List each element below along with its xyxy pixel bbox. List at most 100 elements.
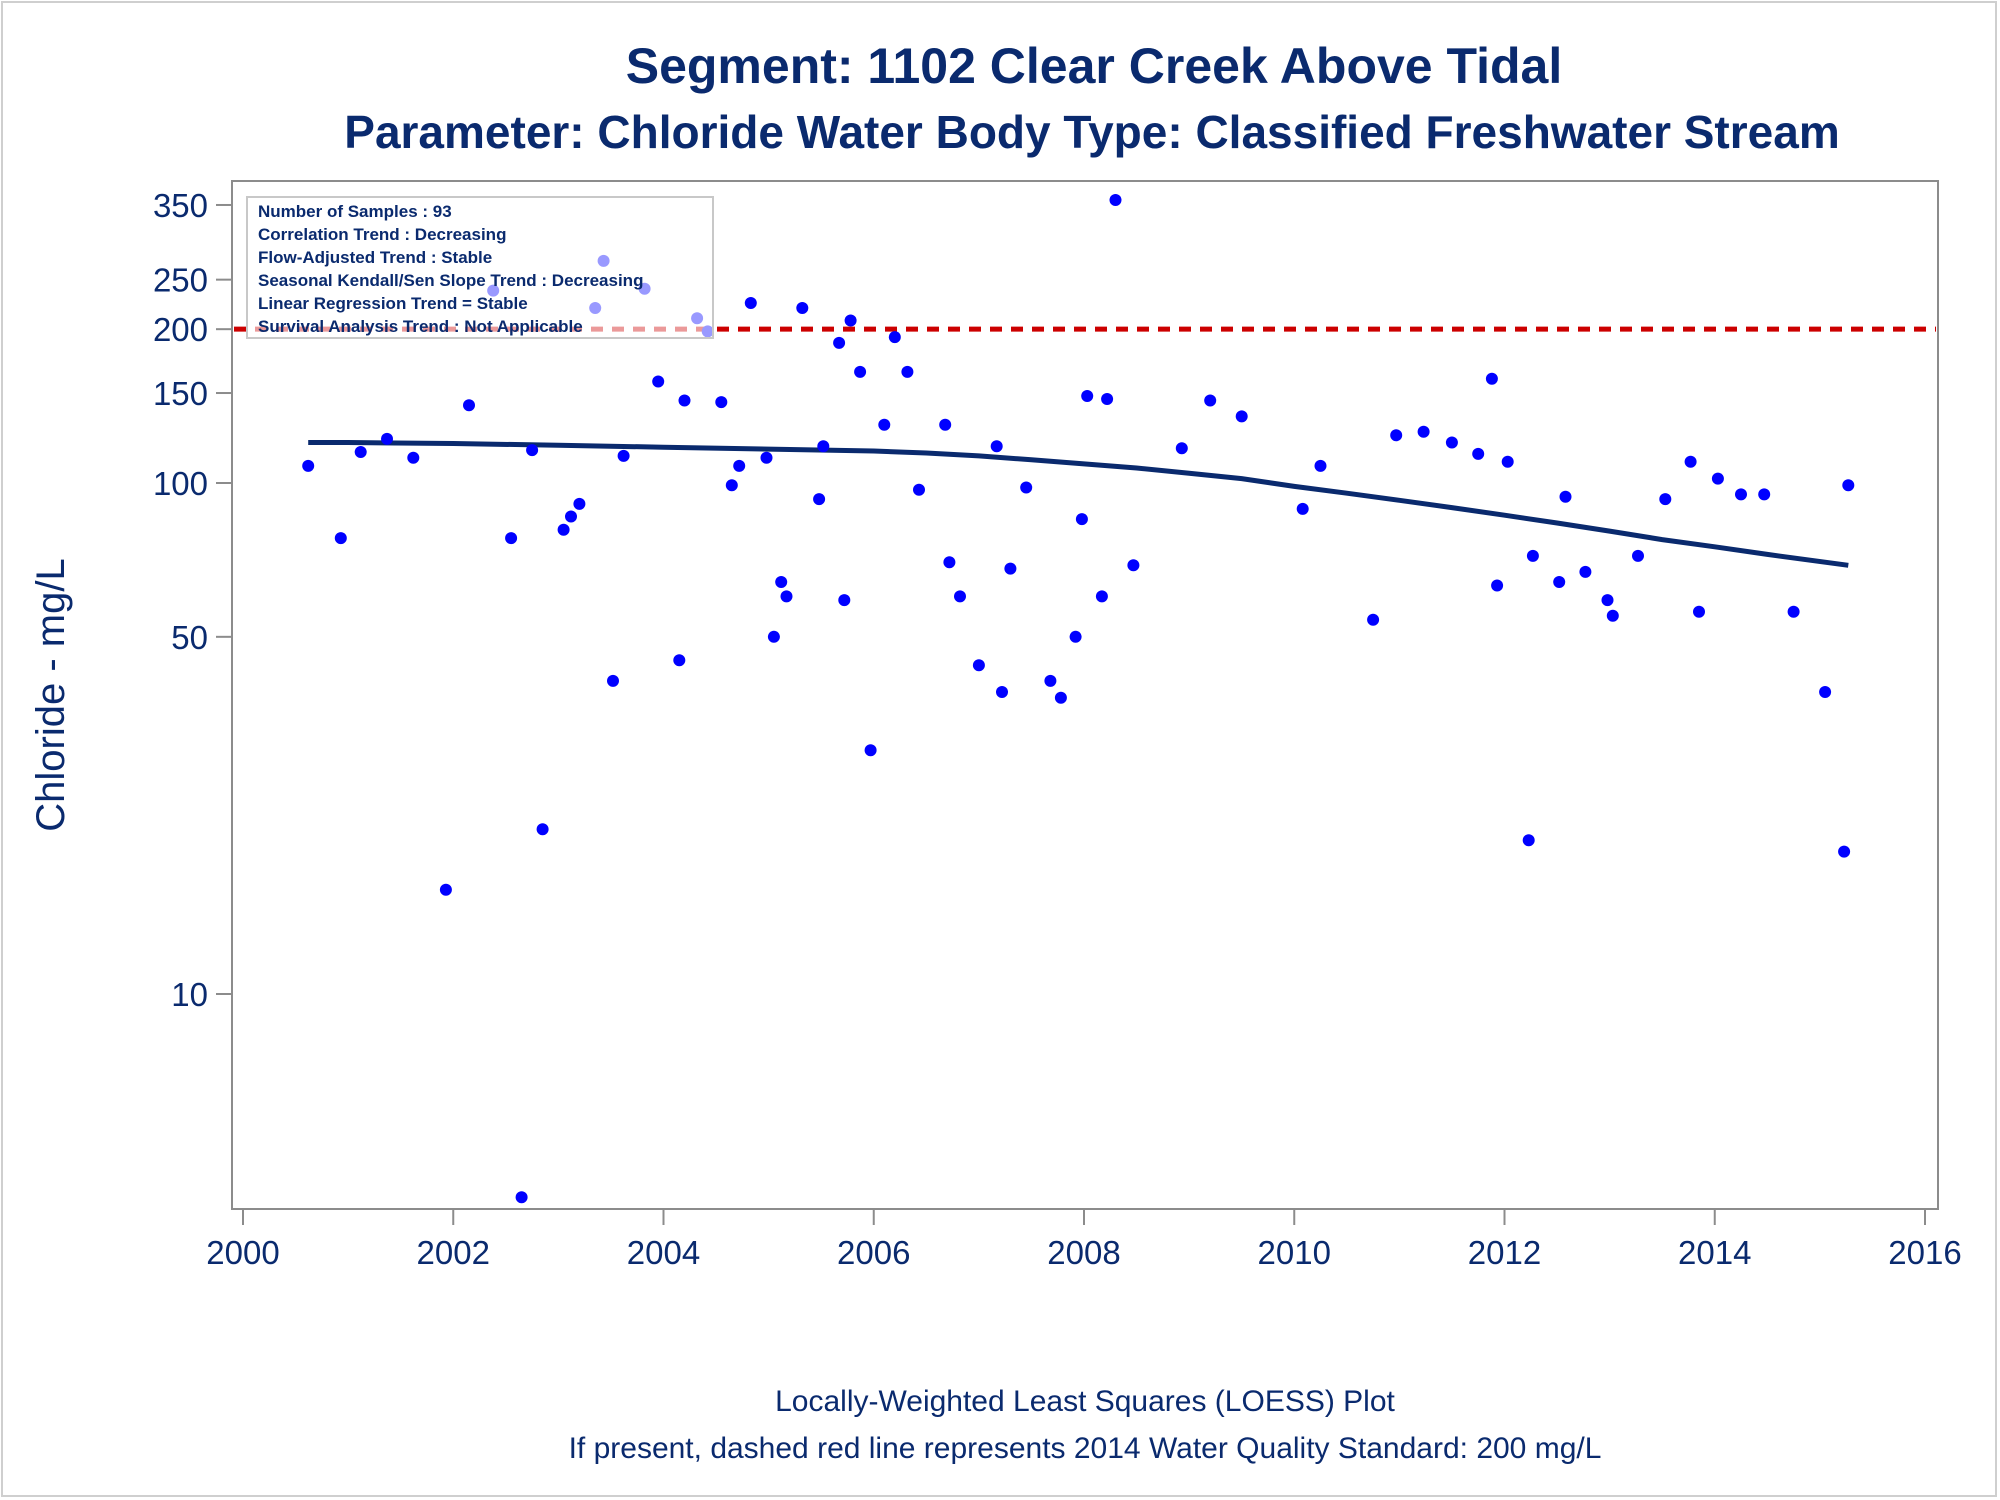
x-axis: 2000 2002 2004 2006 2008 2010 2012 2014 2016 [206,1209,1962,1271]
sample-point [1526,549,1539,562]
sample-point [381,432,393,445]
sample-point [1659,493,1672,506]
chart-title: Segment: 1102 Clear Creek Above Tidal [626,38,1563,94]
y-tick-label: 100 [153,465,208,502]
x-tick-label: 2014 [1678,1234,1751,1271]
x-tick-label: 2000 [206,1234,279,1271]
sample-point [1522,834,1535,847]
stats-line-1: Number of Samples : 93 [258,202,452,221]
sample-point [1491,579,1504,592]
caption-line-1: Locally-Weighted Least Squares (LOESS) P… [775,1385,1395,1418]
x-tick-label: 2010 [1258,1234,1331,1271]
y-tick-label: 200 [153,311,208,348]
sample-point [1044,674,1057,687]
sample-point [767,630,780,643]
sample-point [505,532,518,545]
sample-point [838,594,851,607]
sample-point [996,686,1008,698]
sample-point [817,440,830,453]
sample-point [972,659,985,672]
x-tick-label: 2012 [1468,1234,1541,1271]
sample-point [725,479,738,492]
sample-point [1081,390,1094,402]
sample-point [1069,630,1082,643]
x-tick-label: 2016 [1888,1234,1961,1271]
x-tick-label: 2004 [627,1234,700,1271]
y-tick-label: 10 [171,976,208,1013]
loess-line [308,440,1849,568]
sample-point [1606,609,1619,622]
sample-point [439,883,452,896]
sample-point [1020,481,1033,494]
sample-point [1601,594,1614,607]
sample-point [1095,590,1108,603]
sample-point [1553,576,1566,588]
sample-point [617,449,630,462]
sample-point [407,451,420,464]
sample-point [813,493,826,506]
sample-point [990,440,1003,453]
stats-line-3: Flow-Adjusted Trend : Stable [258,248,492,267]
sample-point [354,446,367,458]
sample-point [678,394,691,407]
y-tick-label: 50 [171,619,208,656]
sample-point [939,418,952,431]
sample-point [760,451,773,464]
stats-line-5: Linear Regression Trend = Stable [258,294,528,313]
sample-point [1175,442,1188,455]
chart-subtitle: Parameter: Chloride Water Body Type: Cla… [344,106,1839,158]
sample-point [1711,472,1724,485]
sample-point [1632,549,1644,562]
sample-point [1367,613,1380,626]
sample-point [888,331,901,344]
stats-box-frame [246,196,714,339]
x-tick-label: 2002 [417,1234,490,1271]
x-tick-label: 2006 [837,1234,910,1271]
sample-point [1314,459,1327,472]
sample-point [901,365,914,378]
sample-point [1559,490,1572,503]
sample-point [864,744,877,757]
sample-point [607,674,619,687]
sample-point [1485,372,1498,385]
sample-point [1693,605,1705,618]
sample-point [573,497,586,510]
sample-point [1054,691,1067,704]
sample-point [733,459,746,472]
sample-point [1417,425,1430,438]
sample-point [715,396,728,409]
sample-point [943,556,956,569]
y-axis: 10 50 100 150 200 250 350 [153,187,232,1013]
sample-point [1758,488,1771,501]
sample-point [1075,513,1088,526]
sample-point [844,314,857,327]
sample-point [954,590,966,603]
stats-line-4: Seasonal Kendall/Sen Slope Trend : Decre… [258,271,643,290]
sample-point [1838,845,1851,858]
sample-point [1296,502,1309,515]
sample-point [1735,488,1747,501]
stats-box: Number of Samples : 93 Correlation Trend… [246,196,714,339]
sample-point [796,302,809,314]
sample-point [536,823,549,836]
sample-point [463,399,475,412]
sample-point [833,336,846,349]
sample-point [652,375,665,388]
x-tick-label: 2008 [1047,1234,1120,1271]
sample-point [515,1191,528,1204]
sample-point [557,523,570,536]
sample-point [1390,429,1403,442]
sample-point [526,444,539,457]
sample-point [744,297,757,309]
sample-point [854,365,867,378]
sample-point [673,654,686,667]
stats-line-2: Correlation Trend : Decreasing [258,225,506,244]
sample-point [878,418,891,431]
sample-point [1109,194,1122,206]
sample-point [334,532,347,545]
stats-line-6: Survival Analysis Trend : Not Applicable [258,317,583,336]
sample-point [1235,410,1248,423]
y-tick-label: 250 [153,262,208,299]
sample-point [1004,562,1017,575]
